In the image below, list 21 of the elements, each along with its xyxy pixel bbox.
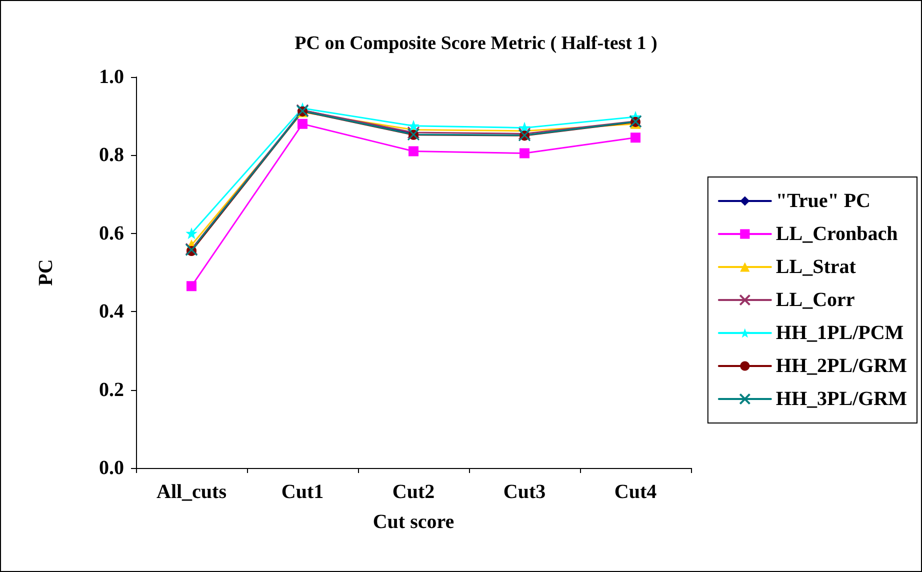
y-tick-label: 0.4 (99, 300, 124, 323)
legend-label: LL_Cronbach (776, 223, 898, 245)
x-tick-label: Cut1 (281, 481, 324, 503)
x-tick-label: All_cuts (156, 481, 227, 503)
legend-label: LL_Strat (776, 256, 856, 278)
y-tick-label: 0.2 (99, 378, 124, 401)
x-tick-label: Cut2 (392, 481, 435, 503)
x-axis-title: Cut score (372, 511, 454, 533)
legend-label: HH_2PL/GRM (776, 355, 908, 377)
chart-title: PC on Composite Score Metric ( Half-test 1 ) (294, 33, 658, 54)
legend-label: HH_3PL/GRM (776, 388, 908, 410)
legend-label: LL_Corr (776, 289, 855, 311)
y-tick-label: 1.0 (99, 66, 124, 88)
x-tick-label: Cut3 (503, 481, 546, 503)
y-axis-title: PC (35, 259, 57, 286)
legend-label: HH_1PL/PCM (776, 322, 904, 344)
legend-label: "True" PC (776, 190, 871, 212)
x-tick-label: Cut4 (614, 481, 657, 503)
y-tick-label: 0.0 (99, 457, 124, 479)
y-tick-label: 0.8 (99, 144, 124, 166)
y-tick-label: 0.6 (99, 222, 124, 244)
